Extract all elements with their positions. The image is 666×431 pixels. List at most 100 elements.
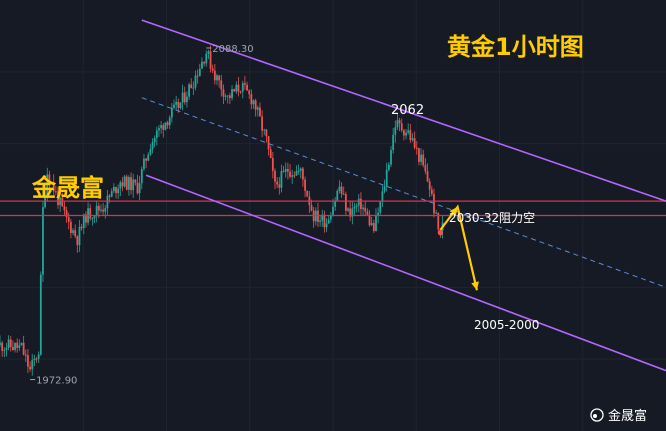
brand-label: 金晟富 <box>31 174 104 202</box>
chart-title: 黄金1小时图 <box>447 33 584 61</box>
candle-body <box>151 142 154 150</box>
candle-body <box>224 95 227 97</box>
candle-body <box>394 127 397 135</box>
candle-body <box>297 170 300 172</box>
candle-body <box>383 186 386 192</box>
candle-body <box>385 169 388 187</box>
candle-body <box>220 80 223 90</box>
candle-body <box>42 207 44 275</box>
candle-body <box>164 122 167 130</box>
candle-body <box>46 174 49 198</box>
candle-body <box>295 171 298 176</box>
candle-body <box>334 200 337 207</box>
candle-body <box>332 206 334 216</box>
candle-body <box>372 223 375 232</box>
candle-body <box>143 158 145 169</box>
candle-body <box>205 53 208 64</box>
candle-body <box>166 122 169 126</box>
candle-body <box>381 191 384 202</box>
candle-body <box>387 164 390 170</box>
candle-body <box>291 175 294 177</box>
candle-body <box>375 215 377 232</box>
candle-body <box>198 68 201 77</box>
candle-body <box>18 345 21 348</box>
candle-body <box>3 349 6 351</box>
candle-body <box>437 212 440 230</box>
candle-body <box>22 342 25 355</box>
candle-body <box>16 342 19 348</box>
weibo-icon <box>590 408 604 422</box>
candle-body <box>177 101 180 108</box>
candle-body <box>186 96 188 103</box>
candle-body <box>424 165 427 172</box>
candle-body <box>1 342 4 351</box>
candle-body <box>282 171 285 173</box>
candle-body <box>428 181 431 190</box>
candle-body <box>52 182 55 192</box>
footer-watermark: 金晟富 <box>590 408 647 424</box>
candle-body <box>121 182 124 187</box>
candle-body <box>201 61 203 69</box>
candle-body <box>426 171 429 182</box>
candle-body <box>310 205 313 211</box>
candle-body <box>267 136 270 150</box>
candle-body <box>29 366 31 370</box>
footer-watermark-text: 金晟富 <box>608 408 647 424</box>
candle-body <box>35 358 38 360</box>
candle-body <box>207 51 210 54</box>
candle-body <box>349 208 352 217</box>
candle-body <box>261 116 264 131</box>
candle-body <box>175 101 178 105</box>
candle-body <box>67 217 70 222</box>
candle-body <box>430 189 433 195</box>
candle-body <box>0 342 1 345</box>
candle-body <box>170 107 173 118</box>
candle-body <box>162 125 165 130</box>
candle-body <box>218 75 221 81</box>
candle-body <box>44 197 47 208</box>
candle-body <box>61 197 64 207</box>
candle-body <box>160 125 163 129</box>
candle-body <box>269 149 272 159</box>
candle-body <box>263 129 266 131</box>
candle-body <box>31 360 34 370</box>
candle-body <box>368 214 371 226</box>
target-annotation: 2005-2000 <box>474 318 539 332</box>
candle-body <box>57 191 59 206</box>
candle-body <box>390 150 392 165</box>
candle-body <box>48 174 51 185</box>
candle-body <box>362 207 364 210</box>
candle-body <box>134 179 137 183</box>
candle-body <box>306 190 309 197</box>
candle-body <box>325 223 328 228</box>
candle-body <box>400 123 403 131</box>
candle-body <box>327 219 330 224</box>
candle-body <box>147 154 150 161</box>
candle-body <box>364 207 367 212</box>
candle-body <box>302 168 304 180</box>
candle-body <box>39 274 42 355</box>
candle-body <box>435 212 438 214</box>
candle-body <box>271 158 274 171</box>
candle-body <box>106 195 109 209</box>
candle-body <box>183 92 186 103</box>
candle-body <box>136 182 139 194</box>
candle-body <box>93 215 96 219</box>
candle-body <box>235 84 238 92</box>
candle-body <box>402 130 405 136</box>
candle-body <box>413 138 416 148</box>
candle-body <box>149 149 152 155</box>
candle-body <box>74 230 77 237</box>
candle-body <box>418 148 420 162</box>
candle-body <box>112 187 115 192</box>
candle-body <box>299 168 302 171</box>
candle-body <box>203 61 205 64</box>
arrow-head-up <box>449 206 458 216</box>
candle-body <box>211 68 214 71</box>
candle-body <box>415 147 418 149</box>
candle-body <box>192 87 195 89</box>
candle-body <box>405 132 407 136</box>
candle-body <box>289 171 291 177</box>
candle-body <box>237 84 240 92</box>
candle-body <box>196 75 199 77</box>
